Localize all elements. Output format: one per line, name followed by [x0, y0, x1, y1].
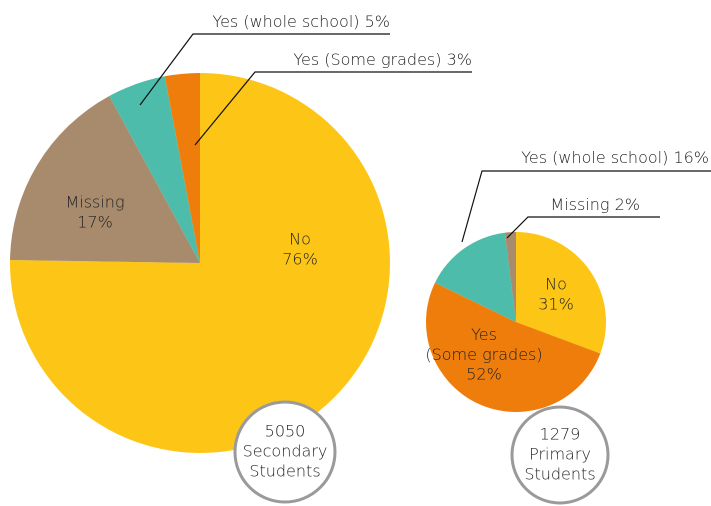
slice-name: Yes (Some grades): [293, 50, 441, 69]
pie-slice: [426, 282, 601, 412]
pie-slice: [9, 73, 390, 453]
total-label: Secondary: [243, 442, 328, 461]
leader-line: [139, 33, 390, 106]
leader-line: [461, 170, 711, 243]
pie-slice: [434, 232, 516, 322]
slice-value: 76%: [282, 250, 318, 269]
slice-name: (Some grades): [425, 345, 542, 364]
slice-label: No: [545, 275, 567, 294]
total-label: 5050: [265, 422, 306, 441]
pie-slice: [516, 232, 607, 354]
slice-value: 17%: [77, 213, 113, 232]
slice-name: Missing: [550, 195, 609, 214]
leader-line: [506, 216, 660, 239]
pie-slice: [109, 76, 200, 263]
slice-value: 52%: [466, 365, 502, 384]
slice-value: 2%: [615, 195, 640, 214]
total-label: Students: [524, 465, 595, 484]
slice-name: Yes: [471, 325, 497, 344]
slice-label: Yes (whole school) 16%: [521, 148, 709, 167]
slice-value: 31%: [538, 295, 574, 314]
total-label: Primary: [529, 445, 591, 464]
slice-name: Yes (whole school): [212, 12, 359, 31]
pie-slice: [504, 232, 516, 322]
slice-label: Yes (Some grades) 3%: [293, 50, 472, 69]
pie-slice: [10, 96, 200, 264]
slice-label: Yes (whole school) 5%: [212, 12, 390, 31]
pie-slice: [164, 73, 200, 263]
slice-label: Yes (Some grades): [425, 325, 542, 364]
slice-value: 16%: [673, 148, 709, 167]
slice-label: No: [289, 230, 311, 249]
slice-value: 3%: [447, 50, 472, 69]
total-label: 1279: [540, 425, 581, 444]
total-badge: [510, 405, 610, 505]
total-badge: [233, 400, 337, 504]
slice-value: 5%: [365, 12, 390, 31]
slice-label: Missing 2%: [550, 195, 640, 214]
leader-line: [194, 71, 472, 146]
total-label: Students: [249, 462, 320, 481]
slice-name: Yes (whole school): [521, 148, 668, 167]
slice-label: Missing: [65, 193, 124, 212]
